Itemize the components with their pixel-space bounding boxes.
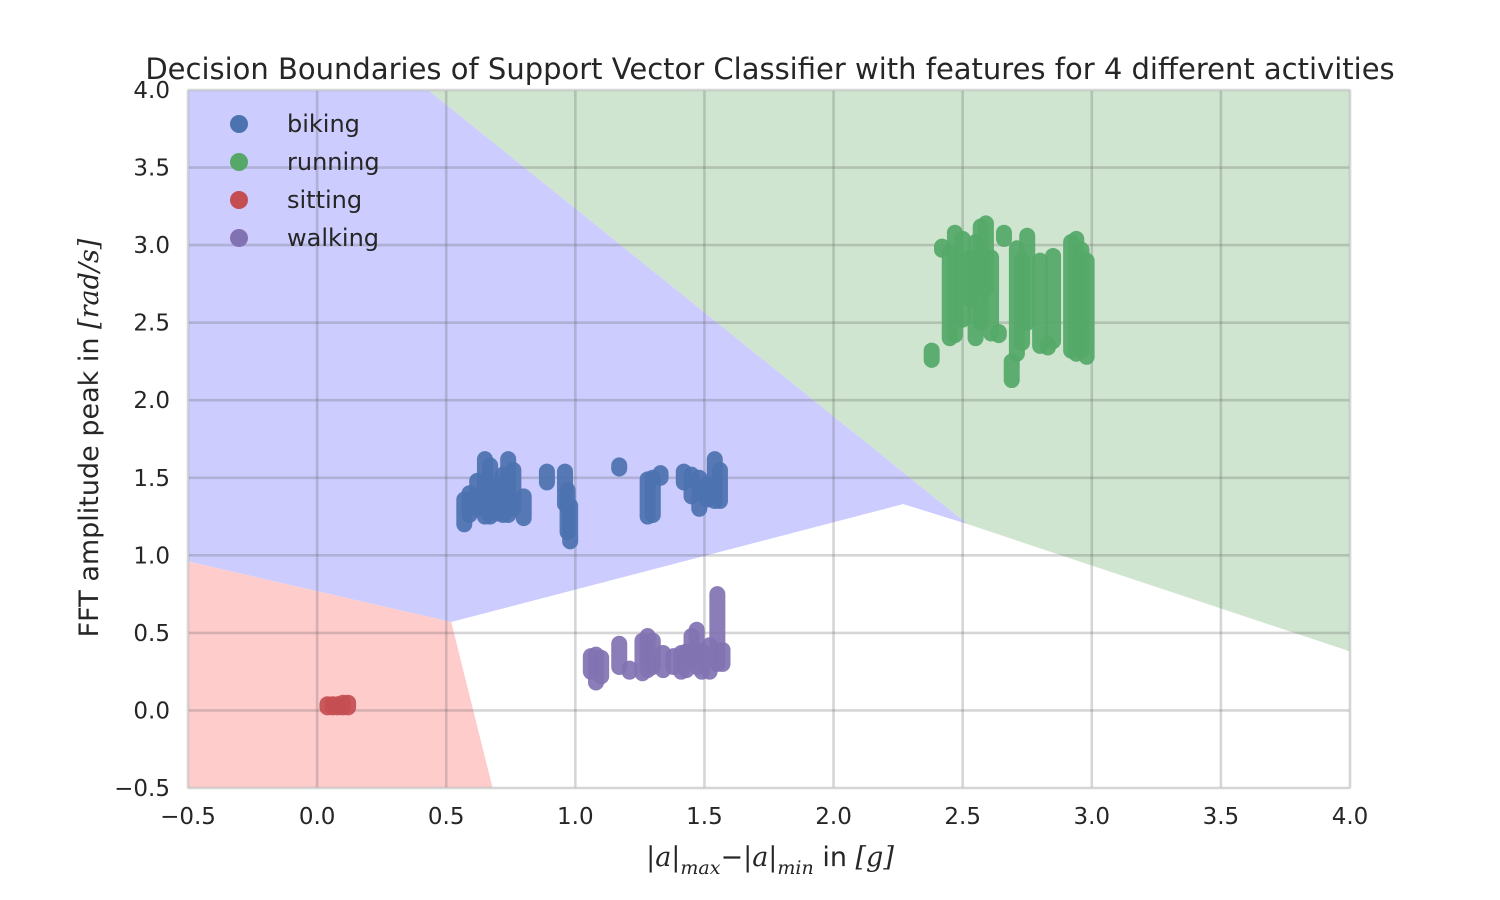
region-sitting (188, 561, 493, 788)
x-label-math-a: |a| (646, 842, 680, 873)
y-tick-label-5: 2.0 (133, 388, 170, 414)
y-tick-label-6: 2.5 (133, 311, 170, 337)
x-tick-label-0: −0.5 (160, 804, 216, 830)
x-tick-label-3: 1.0 (557, 804, 594, 830)
y-tick-label-7: 3.0 (133, 233, 170, 259)
x-tick-label-5: 2.0 (815, 804, 852, 830)
y-label-plain: FFT amplitude peak in (74, 329, 105, 637)
y-label-unit: [rad/s] (74, 238, 105, 329)
y-tick-label-0: −0.5 (114, 776, 170, 802)
y-tick-label-1: 0.0 (133, 698, 170, 724)
tick-labels: −0.5 0.0 0.5 1.0 1.5 2.0 2.5 3.0 3.5 4.0 −0.5 0.0 0.… (114, 78, 1368, 830)
x-tick-label-2: 0.5 (428, 804, 465, 830)
plot-frame (187, 89, 1351, 789)
x-label-plain: in (814, 842, 856, 873)
legend-marker-biking (230, 115, 248, 133)
x-tick-label-1: 0.0 (299, 804, 336, 830)
legend-label-running: running (287, 148, 380, 176)
decision-regions (188, 90, 1350, 788)
x-tick-label-8: 3.5 (1203, 804, 1240, 830)
x-label-math-a2: |a| (743, 842, 777, 873)
region-running (428, 90, 1350, 652)
x-tick-label-4: 1.5 (686, 804, 723, 830)
region-walking (451, 504, 1350, 788)
x-tick-label-6: 2.5 (944, 804, 981, 830)
legend-marker-walking (230, 229, 248, 247)
grid (186, 88, 1352, 790)
x-tick-label-9: 4.0 (1332, 804, 1369, 830)
chart-title: Decision Boundaries of Support Vector Cl… (145, 52, 1394, 86)
y-tick-label-2: 0.5 (133, 621, 170, 647)
x-axis-label: |a|max−|a|min in [g] (646, 842, 894, 879)
legend-label-walking: walking (287, 224, 379, 252)
x-label-minus: − (720, 842, 743, 873)
legend-label-sitting: sitting (287, 186, 362, 214)
legend: biking running sitting walking (230, 110, 380, 252)
x-tick-label-7: 3.0 (1073, 804, 1110, 830)
x-label-unit: [g] (856, 842, 895, 873)
legend-marker-sitting (230, 191, 248, 209)
legend-marker-running (230, 153, 248, 171)
legend-label-biking: biking (287, 110, 360, 138)
y-tick-label-3: 1.0 (133, 543, 170, 569)
region-biking (188, 90, 968, 623)
x-label-sub-max: max (680, 857, 720, 879)
y-axis-label: FFT amplitude peak in [rad/s] (74, 238, 105, 637)
y-tick-label-8: 3.5 (133, 156, 170, 182)
x-label-sub-min: min (777, 857, 813, 879)
y-tick-label-9: 4.0 (133, 78, 170, 104)
data-points (319, 215, 1095, 716)
y-tick-label-4: 1.5 (133, 466, 170, 492)
